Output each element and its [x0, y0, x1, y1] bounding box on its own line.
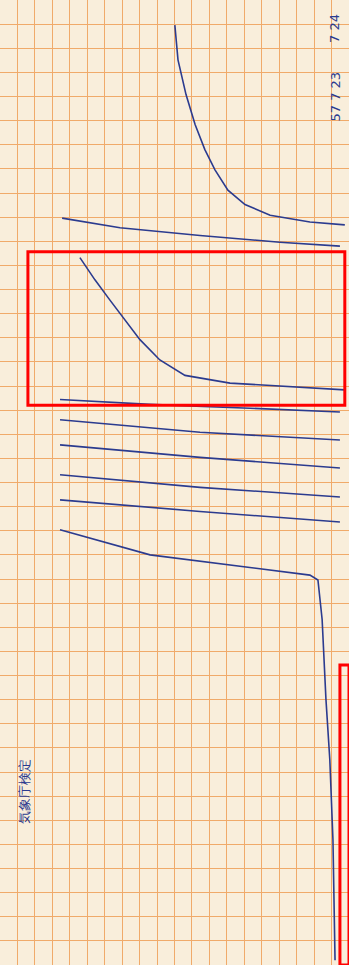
- svg-text:57 7 23: 57 7 23: [328, 72, 343, 122]
- svg-text:7 24: 7 24: [327, 14, 342, 43]
- svg-text:気象庁検定: 気象庁検定: [17, 759, 32, 824]
